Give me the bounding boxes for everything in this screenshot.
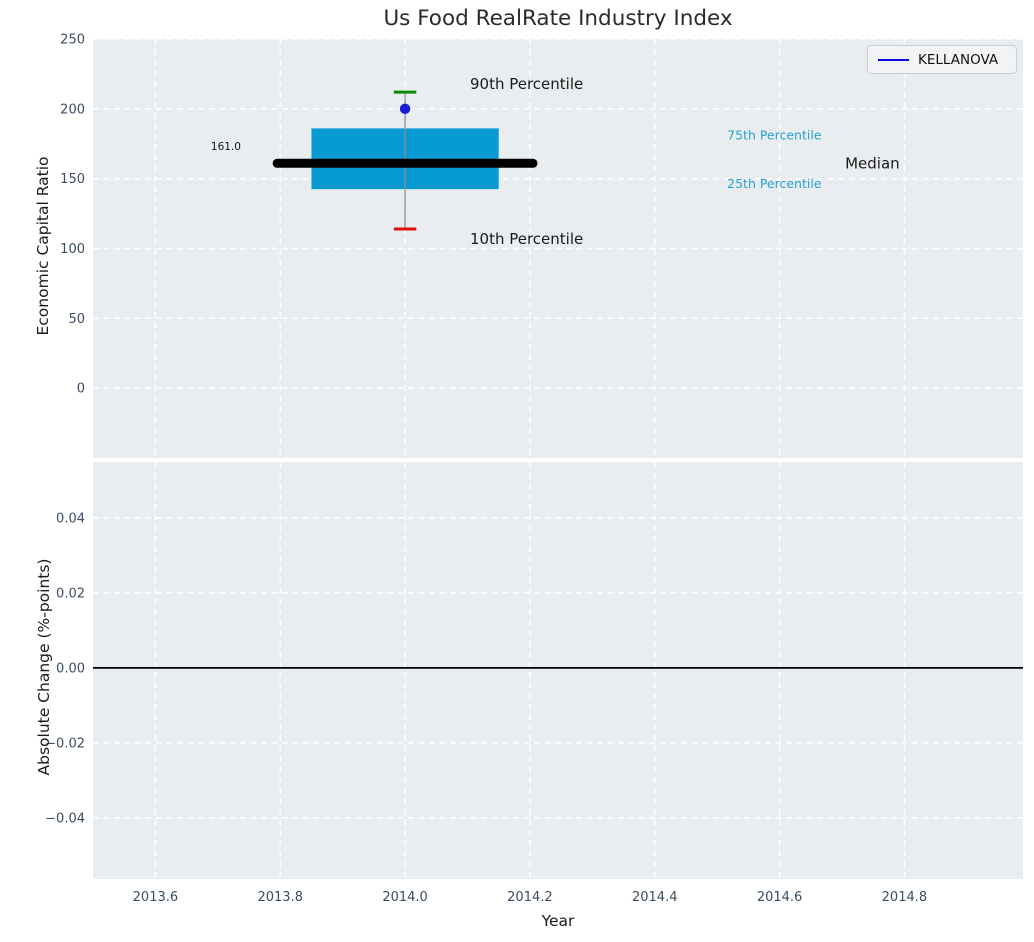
bottom-y-tick-label: 0.04 bbox=[56, 511, 85, 526]
bottom-y-tick-label: 0.02 bbox=[56, 586, 85, 601]
x-tick-label: 2014.6 bbox=[757, 890, 803, 905]
annotation-90th-percentile: 90th Percentile bbox=[470, 75, 583, 93]
legend-line-swatch bbox=[878, 58, 909, 61]
legend-box: KELLANOVA bbox=[867, 45, 1017, 74]
top-y-tick-label: 200 bbox=[60, 102, 85, 117]
bottom-y-tick-label: −0.02 bbox=[45, 736, 85, 751]
x-tick-label: 2013.6 bbox=[133, 890, 179, 905]
bottom-axes-background bbox=[93, 462, 1023, 879]
top-y-tick-label: 250 bbox=[60, 33, 85, 48]
x-tick-label: 2013.8 bbox=[257, 890, 303, 905]
bottom-y-tick-label: −0.04 bbox=[45, 811, 85, 826]
x-tick-label: 2014.2 bbox=[507, 890, 553, 905]
annotation-75th-percentile: 75th Percentile bbox=[727, 128, 822, 143]
bottom-y-axis-label: Absolute Change (%-points) bbox=[35, 558, 53, 776]
top-y-tick-label: 0 bbox=[77, 382, 85, 397]
bottom-y-tick-label: 0.00 bbox=[56, 661, 85, 676]
legend-label: KELLANOVA bbox=[918, 51, 999, 68]
annotation-25th-percentile: 25th Percentile bbox=[727, 176, 822, 191]
annotation-10th-percentile: 10th Percentile bbox=[470, 230, 583, 248]
annotation-161-0: 161.0 bbox=[211, 141, 241, 153]
chart-title: Us Food RealRate Industry Index bbox=[383, 6, 733, 31]
top-y-tick-label: 100 bbox=[60, 242, 85, 257]
x-tick-label: 2014.4 bbox=[632, 890, 678, 905]
top-y-tick-label: 150 bbox=[60, 172, 85, 187]
company-value-point bbox=[399, 103, 411, 115]
x-axis-label: Year bbox=[541, 912, 575, 930]
x-tick-label: 2014.0 bbox=[382, 890, 428, 905]
annotation-median: Median bbox=[845, 155, 900, 173]
top-y-axis-label: Economic Capital Ratio bbox=[34, 156, 52, 336]
top-y-tick-label: 50 bbox=[68, 312, 85, 327]
x-tick-label: 2014.8 bbox=[882, 890, 928, 905]
